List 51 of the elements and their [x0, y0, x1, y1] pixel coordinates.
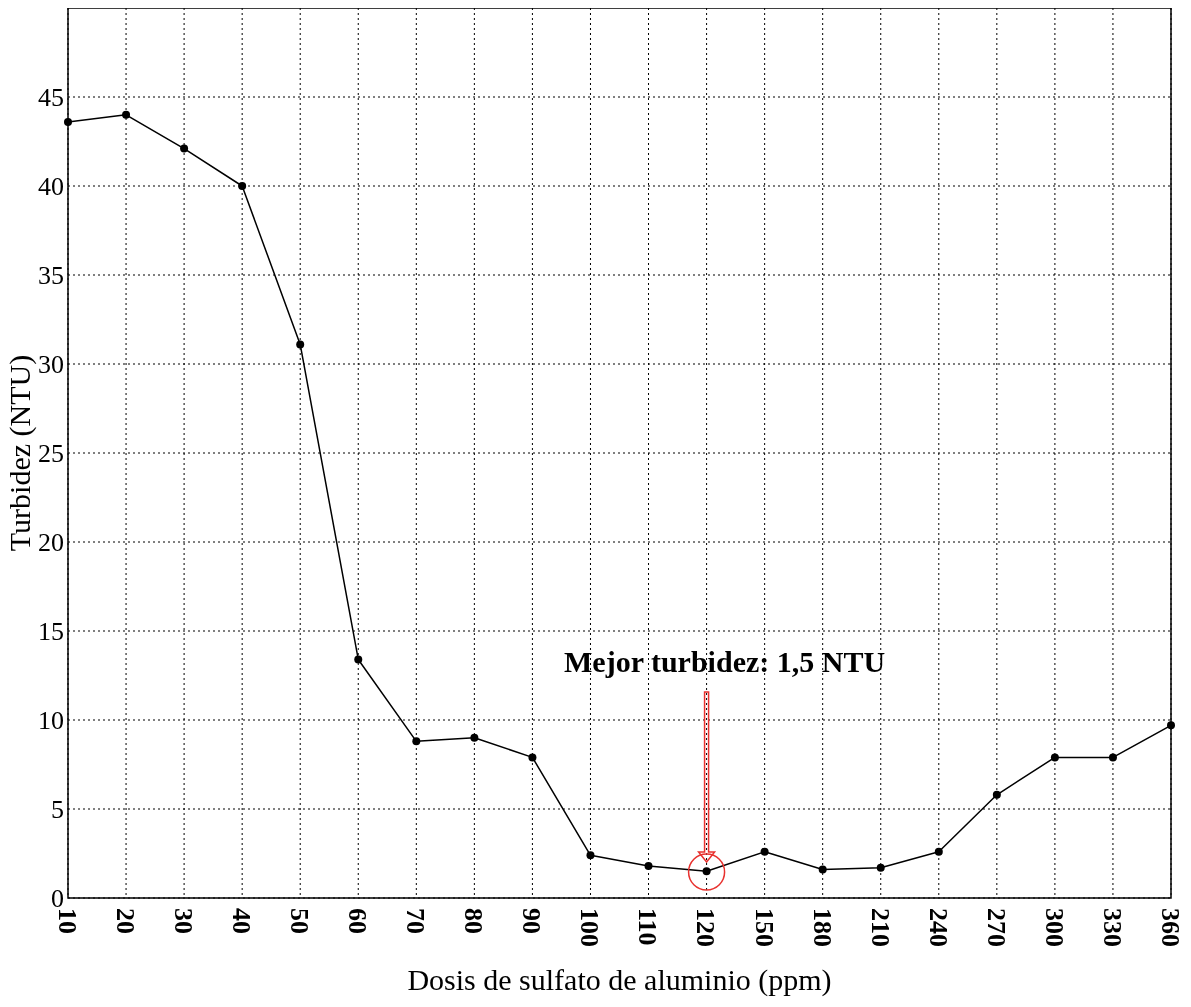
- y-axis-title: Turbidez (NTU): [3, 354, 37, 552]
- y-tick-label: 10: [38, 706, 64, 736]
- point: [818, 865, 827, 874]
- point: [470, 733, 479, 742]
- point: [122, 110, 131, 119]
- x-tick-label: 100: [575, 908, 605, 947]
- point: [64, 117, 72, 126]
- x-tick-label: 90: [517, 908, 547, 934]
- point: [1167, 721, 1175, 730]
- x-tick-label: 60: [343, 908, 373, 934]
- x-tick-label: 210: [865, 908, 895, 947]
- y-tick-label: 40: [38, 172, 64, 202]
- x-axis-title: Dosis de sulfato de aluminio (ppm): [407, 963, 832, 997]
- y-tick-label: 30: [38, 350, 64, 380]
- point: [760, 847, 769, 856]
- point: [296, 340, 305, 349]
- point: [934, 847, 943, 856]
- point: [992, 790, 1001, 799]
- x-tick-label: 330: [1097, 908, 1127, 947]
- point: [238, 182, 247, 190]
- point: [702, 867, 711, 876]
- x-tick-label: 110: [633, 908, 663, 946]
- y-tick-label: 5: [51, 795, 64, 825]
- point: [876, 863, 885, 872]
- x-tick-label: 80: [459, 908, 489, 934]
- point: [1108, 753, 1117, 762]
- annotation: Mejor turbidez: 1,5 NTU: [564, 645, 886, 678]
- x-tick-label: 120: [691, 908, 721, 947]
- x-tick-label: 40: [227, 908, 257, 934]
- x-tick-label: 270: [981, 908, 1011, 947]
- x-tick-label: 240: [923, 908, 953, 947]
- x-tick-label: 180: [807, 908, 837, 947]
- y-tick-label: 20: [38, 528, 64, 558]
- y-tick-label: 45: [38, 83, 64, 113]
- point: [586, 851, 595, 860]
- x-tick-label: 360: [1155, 908, 1185, 947]
- x-tick-label: 300: [1039, 908, 1069, 947]
- y-tick-label: 15: [38, 617, 64, 647]
- point: [354, 655, 363, 664]
- point: [1050, 753, 1059, 762]
- point: [528, 753, 537, 762]
- x-tick-label: 50: [285, 908, 315, 934]
- point: [412, 737, 421, 746]
- x-tick-label: 70: [401, 908, 431, 934]
- y-tick-label: 25: [38, 439, 64, 469]
- y-tick-label: 35: [38, 261, 64, 291]
- point: [180, 144, 189, 153]
- x-tick-label: 30: [169, 908, 199, 934]
- x-tick-label: 150: [749, 908, 779, 947]
- point: [644, 861, 653, 870]
- x-tick-label: 20: [110, 908, 140, 934]
